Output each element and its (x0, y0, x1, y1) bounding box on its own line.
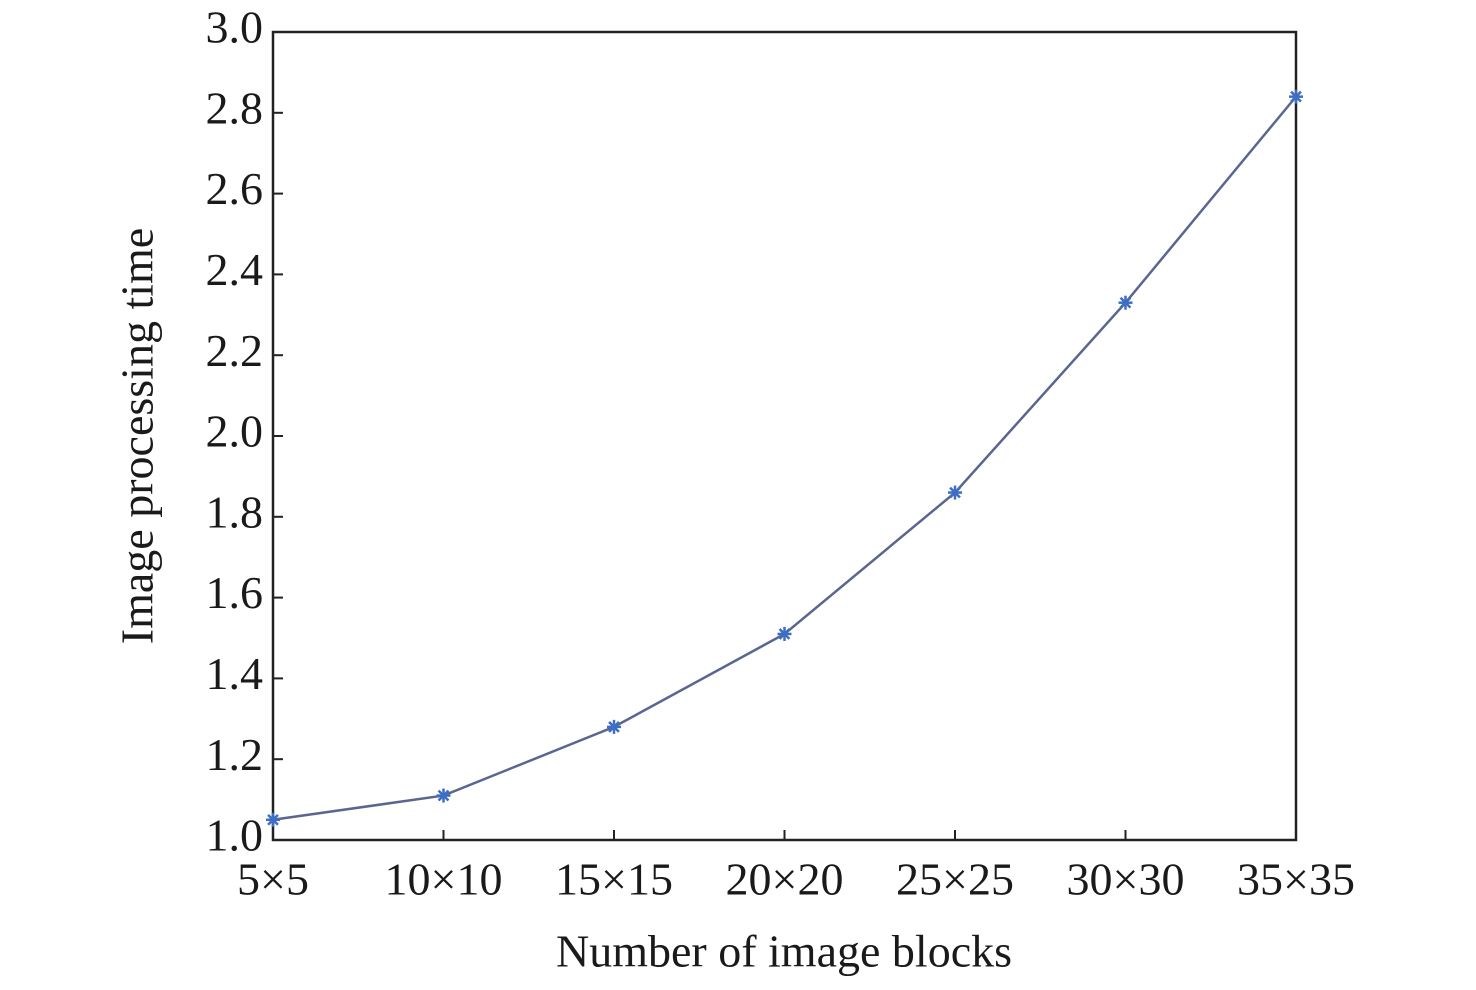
marker-stroke (608, 721, 620, 733)
marker (777, 626, 792, 641)
plot-frame (271, 30, 1298, 842)
x-tick-label: 10×10 (385, 854, 503, 905)
y-tick-label: 1.8 (206, 486, 264, 537)
marker-stroke (267, 813, 279, 826)
y-tick-label: 3.0 (206, 2, 264, 53)
marker (607, 719, 621, 734)
marker (948, 485, 962, 500)
y-tick-label: 1.0 (206, 810, 264, 861)
marker (1289, 89, 1303, 104)
x-tick-label: 15×15 (555, 854, 673, 905)
x-tick-label: 35×35 (1237, 854, 1355, 905)
marker-stroke (437, 789, 450, 802)
x-tick-label: 25×25 (896, 854, 1014, 905)
y-tick-label: 1.4 (206, 648, 264, 699)
y-tick-label: 1.2 (206, 729, 264, 780)
y-tick-label: 2.8 (206, 82, 264, 133)
marker-stroke (778, 628, 791, 640)
x-tick-label: 30×30 (1067, 854, 1185, 905)
y-tick-label: 2.4 (206, 244, 264, 295)
marker-stroke (949, 486, 961, 499)
data-line (272, 95, 1297, 822)
y-axis-title: Image processing time (112, 228, 163, 644)
y-tick-label: 2.0 (206, 406, 264, 457)
y-tick-label: 2.6 (206, 163, 264, 214)
marker-stroke (1290, 90, 1302, 103)
marker (1118, 295, 1133, 310)
marker (266, 812, 280, 827)
marker (436, 788, 451, 803)
marker-stroke (1119, 296, 1132, 309)
x-tick-label: 5×5 (237, 854, 309, 905)
y-tick-label: 2.2 (206, 325, 264, 376)
y-tick-label: 1.6 (206, 567, 264, 618)
x-axis-title: Number of image blocks (556, 926, 1012, 977)
x-tick-label: 20×20 (726, 854, 844, 905)
